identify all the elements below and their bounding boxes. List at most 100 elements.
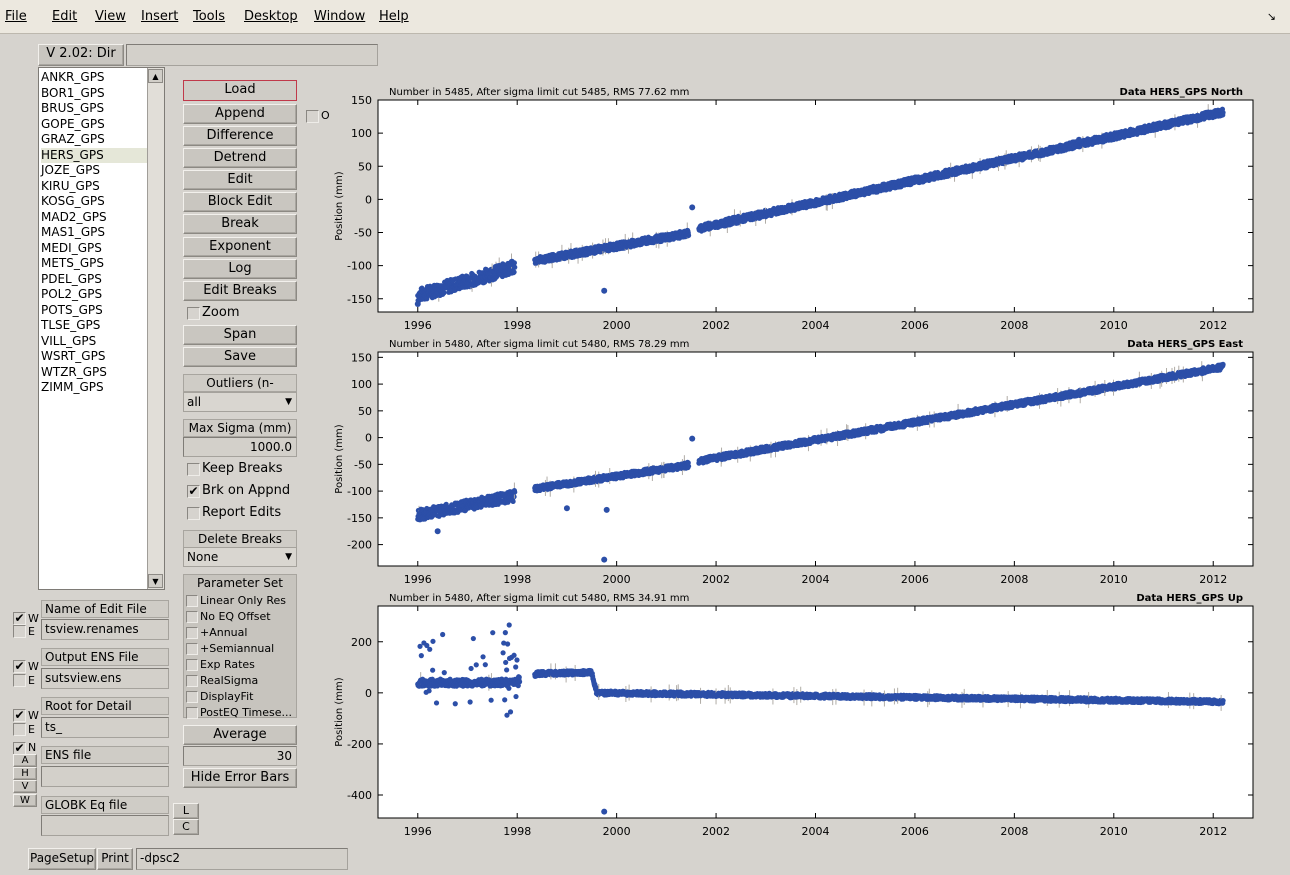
zoom-checkbox[interactable] (187, 307, 200, 320)
site-list-item[interactable]: TLSE_GPS (41, 318, 101, 332)
ens-file-a-button[interactable]: A (13, 754, 37, 767)
page-setup-button[interactable]: PageSetup (28, 848, 96, 870)
parameter-set-checkbox[interactable] (186, 611, 198, 623)
plot-title: Data HERS_GPS North (1119, 87, 1243, 98)
output-ens-field[interactable]: sutsview.ens (41, 668, 169, 689)
parameter-set-checkbox[interactable] (186, 691, 198, 703)
timeseries-plot[interactable]: 1996 1998 2000 2002 2004 2006 2008 2010 2012-200… (320, 344, 1265, 594)
output-ens-w-checkbox[interactable]: ✔ (13, 659, 26, 673)
site-list-item[interactable]: BOR1_GPS (41, 85, 105, 100)
root-detail-w-checkbox[interactable]: ✔ (13, 708, 26, 722)
max-sigma-field[interactable]: 1000.0 (183, 437, 297, 457)
average-button[interactable]: Average (183, 725, 297, 745)
parameter-set-checkbox[interactable] (186, 627, 198, 639)
dock-arrow-icon[interactable]: ↘ (1266, 10, 1276, 23)
site-list-item[interactable]: ZIMM_GPS (41, 380, 104, 394)
c-button[interactable]: C (173, 819, 199, 835)
output-ens-e-checkbox[interactable] (13, 674, 26, 687)
list-scrollbar[interactable]: ▲ ▼ (147, 68, 164, 589)
ens-file-field[interactable] (41, 766, 169, 787)
log-button[interactable]: Log (183, 259, 297, 279)
ens-file-v-button[interactable]: V (13, 780, 37, 793)
menu-file[interactable]: File (5, 9, 27, 24)
menu-desktop[interactable]: Desktop (244, 9, 298, 24)
menu-view[interactable]: View (95, 9, 126, 24)
site-list-item[interactable]: WSRT_GPS (41, 349, 106, 363)
site-list-item[interactable]: METS_GPS (41, 256, 105, 270)
y-tick-label: 0 (365, 193, 372, 206)
globk-field[interactable] (41, 815, 169, 836)
site-list-item[interactable]: BRUS_GPS (41, 101, 105, 115)
hide-error-bars-button[interactable]: Hide Error Bars (183, 768, 297, 788)
site-list-item[interactable]: WTZR_GPS (41, 364, 107, 379)
y-tick-label: -50 (354, 227, 372, 240)
dir-field[interactable] (126, 44, 378, 66)
site-list-item[interactable]: JOZE_GPS (41, 163, 100, 177)
print-button[interactable]: Print (97, 848, 133, 870)
parameter-set-checkbox[interactable] (186, 595, 198, 607)
edit-file-e-checkbox[interactable] (13, 625, 26, 638)
span-button[interactable]: Span (183, 325, 297, 345)
site-list[interactable]: ANKR_GPS BOR1_GPS BRUS_GPS GOPE_GPS GRAZ_GPS… (38, 67, 165, 590)
plot-header-text: Number in 5480, After sigma limit cut 54… (389, 339, 690, 350)
keep-breaks-checkbox[interactable] (187, 463, 200, 476)
difference-button[interactable]: Difference (183, 126, 297, 146)
data-point (511, 260, 517, 266)
root-detail-field[interactable]: ts_ (41, 717, 169, 738)
scroll-up-icon[interactable]: ▲ (148, 69, 163, 83)
site-list-item[interactable]: KIRU_GPS (41, 178, 100, 193)
root-detail-e-label: E (28, 723, 35, 736)
parameter-set-item-label: No EQ Offset (200, 610, 271, 623)
parameter-set-checkbox[interactable] (186, 659, 198, 671)
ens-file-h-button[interactable]: H (13, 767, 37, 780)
site-list-item[interactable]: POTS_GPS (41, 302, 103, 317)
average-field[interactable]: 30 (183, 746, 297, 766)
parameter-set-checkbox[interactable] (186, 675, 198, 687)
site-list-item[interactable]: HERS_GPS (41, 147, 147, 163)
site-list-item[interactable]: ANKR_GPS (41, 70, 105, 84)
l-button[interactable]: L (173, 803, 199, 819)
site-list-item[interactable]: GOPE_GPS (41, 116, 105, 131)
site-list-item[interactable]: MAD2_GPS (41, 209, 107, 224)
brk-on-appnd-checkbox[interactable]: ✔ (187, 484, 200, 498)
parameter-set-checkbox[interactable] (186, 707, 198, 719)
x-tick-label: 2000 (603, 319, 631, 332)
site-list-item[interactable]: POL2_GPS (41, 287, 103, 301)
timeseries-plot[interactable]: 1996 1998 2000 2002 2004 2006 2008 2010 2012-150… (320, 92, 1265, 340)
parameter-set-checkbox[interactable] (186, 643, 198, 655)
edit-file-w-checkbox[interactable]: ✔ (13, 611, 26, 625)
delete-breaks-dropdown[interactable]: None ▼ (183, 547, 297, 567)
save-button[interactable]: Save (183, 347, 297, 367)
menu-tools[interactable]: Tools (193, 9, 226, 24)
append-option-checkbox[interactable] (306, 110, 319, 123)
site-list-item[interactable]: MEDI_GPS (41, 240, 102, 255)
site-list-item[interactable]: GRAZ_GPS (41, 132, 105, 146)
menu-edit[interactable]: Edit (52, 9, 78, 24)
site-list-item[interactable]: VILL_GPS (41, 333, 97, 348)
report-edits-checkbox[interactable] (187, 507, 200, 520)
detrend-button[interactable]: Detrend (183, 148, 297, 168)
exponent-button[interactable]: Exponent (183, 237, 297, 257)
menu-window[interactable]: Window (314, 9, 366, 24)
edit-file-field[interactable]: tsview.renames (41, 619, 169, 640)
x-tick-label: 1996 (404, 573, 432, 586)
globk-w-button[interactable]: W (13, 794, 37, 807)
print-option-field[interactable]: -dpsc2 (136, 848, 348, 870)
outliers-dropdown[interactable]: all ▼ (183, 392, 297, 412)
scroll-down-icon[interactable]: ▼ (148, 574, 163, 588)
load-button[interactable]: Load (183, 80, 297, 101)
root-detail-e-checkbox[interactable] (13, 723, 26, 736)
edit-breaks-button[interactable]: Edit Breaks (183, 281, 297, 301)
edit-button[interactable]: Edit (183, 170, 297, 190)
block-edit-button[interactable]: Block Edit (183, 192, 297, 212)
site-list-item[interactable]: KOSG_GPS (41, 194, 105, 208)
menu-insert[interactable]: Insert (141, 9, 179, 24)
parameter-set-label: Parameter Set (197, 576, 283, 590)
output-ens-w-label: W (28, 660, 39, 673)
append-button[interactable]: Append (183, 104, 297, 124)
menu-help[interactable]: Help (379, 9, 409, 24)
break-button[interactable]: Break (183, 214, 297, 234)
site-list-item[interactable]: PDEL_GPS (41, 271, 102, 286)
site-list-item[interactable]: MAS1_GPS (41, 225, 105, 239)
version-dir-button[interactable]: V 2.02: Dir (38, 44, 124, 66)
